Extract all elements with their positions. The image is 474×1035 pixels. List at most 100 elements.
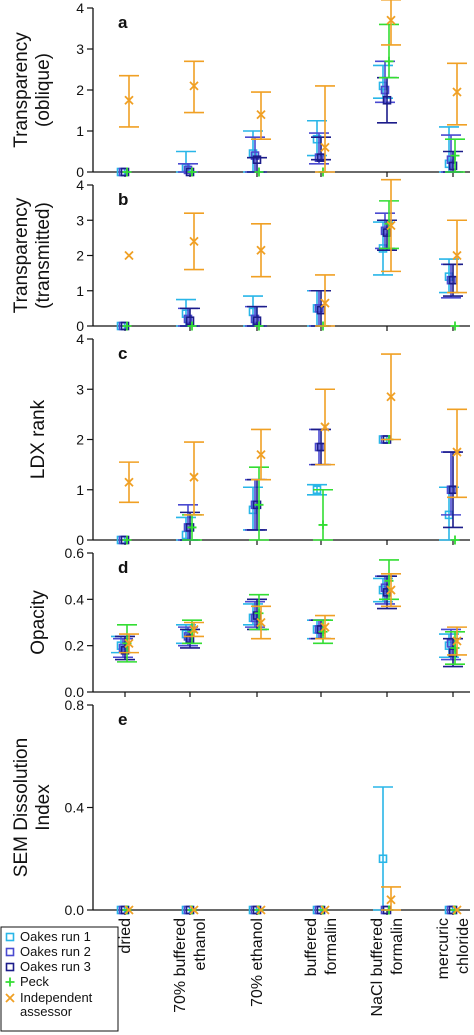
- data-point: [187, 321, 197, 331]
- y-tick-label: 0.0: [65, 902, 85, 918]
- x-category-label: ethanol: [192, 918, 209, 971]
- y-tick-label: 4: [76, 331, 84, 347]
- y-tick-label: 3: [76, 381, 84, 397]
- data-point: [189, 472, 199, 482]
- x-category-label: NaCl buffered: [369, 918, 386, 1016]
- y-tick-label: 2: [76, 432, 84, 448]
- legend-label: assessor: [20, 1004, 73, 1019]
- data-point: [256, 109, 266, 120]
- legend-label: Oakes run 3: [20, 959, 91, 974]
- y-tick-label: 0: [76, 532, 84, 548]
- data-point: [256, 245, 266, 255]
- data-point: [320, 298, 330, 308]
- data-point: [320, 142, 330, 153]
- data-point: [452, 250, 462, 261]
- data-point: [450, 643, 460, 653]
- y-tick-label: 1: [76, 482, 84, 498]
- y-tick-label: 1: [76, 123, 84, 139]
- legend-marker: [5, 977, 15, 987]
- data-point: [256, 617, 266, 628]
- data-point: [452, 87, 462, 97]
- data-point: [189, 81, 199, 91]
- data-point: [189, 236, 199, 247]
- y-axis-label: (transmitted): [33, 202, 54, 309]
- panel-letter: a: [118, 13, 128, 32]
- data-point: [185, 316, 195, 326]
- data-point: [122, 167, 132, 177]
- y-axis-label: Opacity: [28, 590, 49, 655]
- data-point: [187, 167, 197, 177]
- data-point: [124, 477, 134, 487]
- data-point: [386, 895, 396, 905]
- y-tick-label: 0.0: [65, 684, 85, 700]
- y-tick-label: 1: [76, 283, 84, 299]
- data-point: [124, 250, 134, 261]
- data-point: [122, 535, 132, 545]
- data-point: [450, 321, 460, 331]
- data-point: [124, 95, 134, 105]
- x-category-label: buffered: [303, 918, 320, 976]
- y-tick-label: 0.4: [65, 591, 85, 607]
- y-tick-label: 2: [76, 248, 84, 264]
- data-point: [124, 905, 134, 915]
- data-point: [450, 151, 460, 161]
- y-axis-label: SEM Dissolution: [11, 738, 32, 877]
- data-point: [252, 316, 262, 326]
- panel-d: 0.0 0.2 0.4 0.6 Opacity d: [28, 545, 470, 700]
- panel-b: 0 1 2 3 4 Transparency (transmitted) b: [11, 177, 470, 334]
- data-point: [452, 636, 462, 646]
- legend-box: [0, 926, 119, 1032]
- data-point: [187, 522, 197, 532]
- y-tick-label: 4: [76, 0, 84, 16]
- legend-label: Oakes run 1: [20, 929, 91, 944]
- x-category-label: formalin: [323, 918, 340, 975]
- x-category-label: chloride: [455, 918, 472, 974]
- data-point: [386, 392, 396, 402]
- y-axis-label: Transparency: [11, 197, 32, 313]
- data-point: [314, 304, 324, 313]
- data-point: [254, 321, 264, 331]
- data-point: [189, 624, 199, 635]
- legend-marker: [5, 932, 15, 942]
- panel-e: 0.0 0.4 0.8 SEM Dissolution Index e: [11, 697, 470, 918]
- data-point: [378, 854, 388, 864]
- data-point: [450, 535, 460, 545]
- data-point: [183, 314, 193, 324]
- y-tick-label: 0: [76, 164, 84, 180]
- panel-letter: c: [118, 344, 127, 363]
- data-point: [384, 56, 394, 66]
- x-category-labels: dried 70% buffered ethanol 70% ethanol buffe…: [117, 918, 472, 1017]
- data-point: [318, 520, 328, 530]
- data-point: [384, 576, 394, 586]
- data-point: [254, 500, 264, 510]
- data-point: [386, 220, 396, 231]
- data-point: [386, 585, 396, 595]
- legend-marker: [5, 962, 15, 972]
- x-category-label: 70% ethanol: [249, 918, 266, 1007]
- data-point: [448, 161, 458, 171]
- data-point: [254, 167, 264, 177]
- data-point: [185, 634, 195, 644]
- data-point: [122, 321, 132, 331]
- data-point: [254, 608, 264, 618]
- y-tick-label: 3: [76, 41, 84, 57]
- panel-letter: e: [118, 710, 127, 729]
- x-category-label: formalin: [389, 918, 406, 975]
- data-point: [452, 905, 462, 915]
- data-point: [252, 155, 262, 164]
- panel-letter: d: [118, 558, 128, 577]
- data-point: [320, 905, 330, 915]
- data-point: [256, 449, 266, 460]
- y-tick-label: 4: [76, 177, 84, 193]
- y-tick-label: 2: [76, 82, 84, 98]
- data-point: [250, 314, 260, 324]
- y-tick-label: 0.2: [65, 638, 85, 654]
- data-point: [382, 95, 392, 105]
- data-point: [452, 447, 462, 457]
- legend-marker: [5, 993, 15, 1003]
- data-point: [320, 422, 330, 432]
- y-tick-label: 3: [76, 212, 84, 228]
- x-category-label: 70% buffered: [172, 918, 189, 1013]
